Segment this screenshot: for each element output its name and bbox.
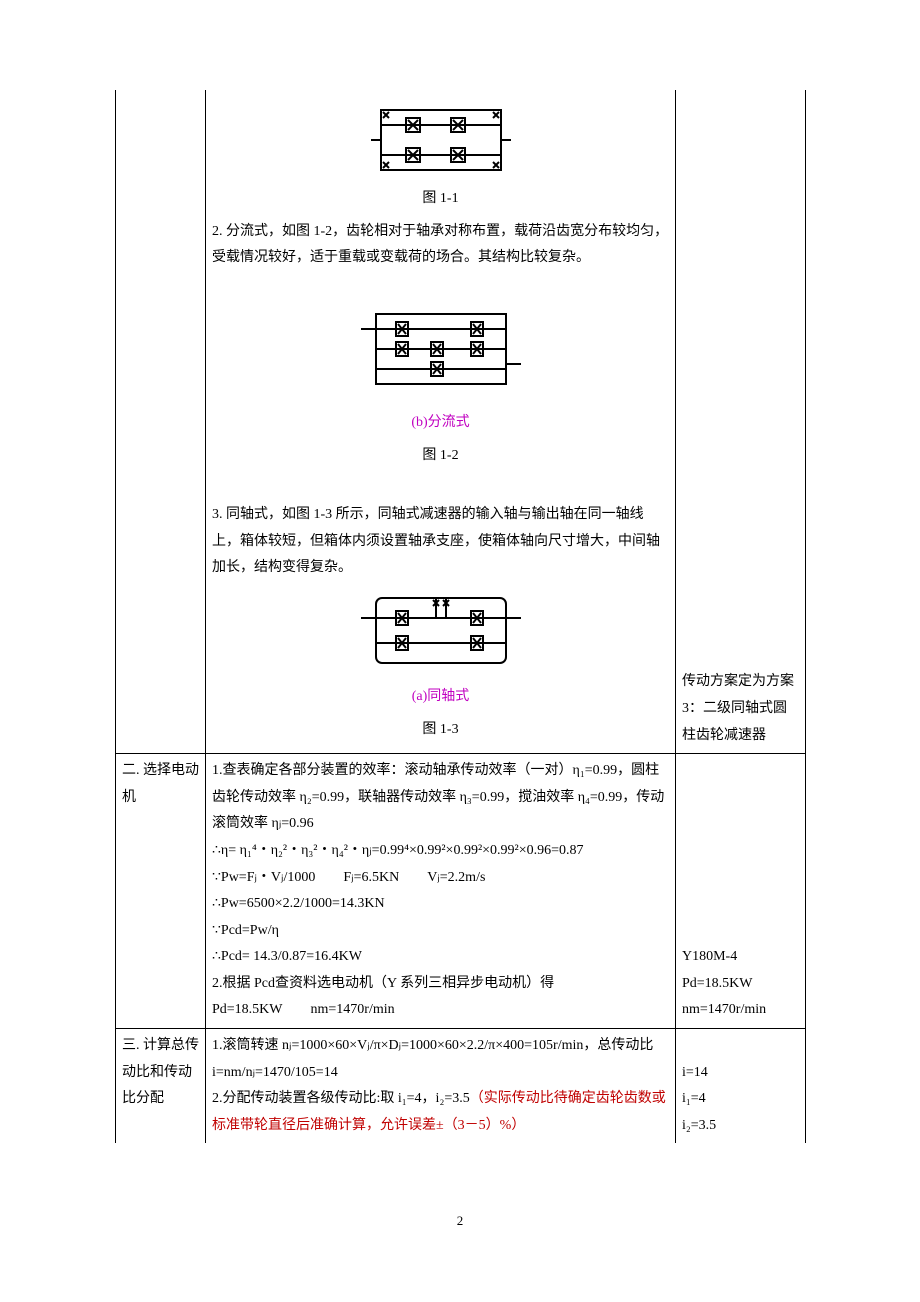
para-3-text: 3. 同轴式，如图 1-3 所示，同轴式减速器的输入轴与输出轴在同一轴线上，箱体… [212,502,669,582]
row2-line4: ∴Pw=6500×2.2/1000=14.3KN [212,891,669,918]
row2-line7: 2.根据 Pcd查资料选电动机（Y 系列三相异步电动机）得 [212,971,669,998]
fig-1-2-sublabel: (b)分流式 [212,410,669,437]
row3-right-1: i=14 [682,1060,799,1087]
row3-mid: 1.滚筒转速 nⱼ=1000×60×Vⱼ/π×Dⱼ=1000×60×2.2/π×… [206,1029,676,1144]
row3-right: i=14 i₁=4 i₂=3.5 [676,1029,806,1144]
row2-right-2: Pd=18.5KW [682,971,799,998]
row1-mid: 图 1-1 2. 分流式，如图 1-2，齿轮相对于轴承对称布置，载荷沿齿宽分布较… [206,90,676,754]
design-table: 图 1-1 2. 分流式，如图 1-2，齿轮相对于轴承对称布置，载荷沿齿宽分布较… [115,90,806,1143]
row3-right-3: i₂=3.5 [682,1113,799,1140]
row3-right-2: i₁=4 [682,1086,799,1113]
row2-line5: ∵Pcd=Pw/η [212,918,669,945]
row2-line2: ∴η= η₁⁴・η₂²・η₃²・η₄²・ηⱼ=0.99⁴×0.99²×0.99²… [212,838,669,865]
fig-1-2-caption: 图 1-2 [212,443,669,470]
row2-right-3: nm=1470r/min [682,997,799,1024]
row2-line3: ∵Pw=Fⱼ・Vⱼ/1000 Fⱼ=6.5KN Vⱼ=2.2m/s [212,865,669,892]
page-number: 2 [115,1213,805,1229]
para-2-text: 2. 分流式，如图 1-2，齿轮相对于轴承对称布置，载荷沿齿宽分布较均匀，受载情… [212,219,669,272]
row2-mid: 1.查表确定各部分装置的效率：滚动轴承传动效率（一对）η₁=0.99，圆柱齿轮传… [206,754,676,1029]
row3-line2a: 2.分配传动装置各级传动比:取 i₁=4，i₂=3.5 [212,1091,470,1106]
row3-line1: 1.滚筒转速 nⱼ=1000×60×Vⱼ/π×Dⱼ=1000×60×2.2/π×… [212,1033,669,1086]
row2-line8: Pd=18.5KW nm=1470r/min [212,997,669,1024]
diagram-fig-1-3 [361,588,521,678]
fig-1-1-caption: 图 1-1 [212,186,669,213]
diagram-fig-1-1 [371,100,511,180]
row1-right: 传动方案定为方案 3：二级同轴式圆柱齿轮减速器 [676,90,806,754]
row1-left [116,90,206,754]
row2-left: 二. 选择电动机 [116,754,206,1029]
row1-right-text: 传动方案定为方案 3：二级同轴式圆柱齿轮减速器 [682,669,799,749]
row2-right: Y180M-4 Pd=18.5KW nm=1470r/min [676,754,806,1029]
row2-right-1: Y180M-4 [682,944,799,971]
row3-line2: 2.分配传动装置各级传动比:取 i₁=4，i₂=3.5（实际传动比待确定齿轮齿数… [212,1086,669,1139]
row2-line6: ∴Pcd= 14.3/0.87=16.4KW [212,944,669,971]
diagram-fig-1-2 [361,304,521,404]
row3-left: 三. 计算总传动比和传动比分配 [116,1029,206,1144]
fig-1-3-sublabel: (a)同轴式 [212,684,669,711]
fig-1-3-caption: 图 1-3 [212,717,669,744]
row2-line1: 1.查表确定各部分装置的效率：滚动轴承传动效率（一对）η₁=0.99，圆柱齿轮传… [212,758,669,838]
